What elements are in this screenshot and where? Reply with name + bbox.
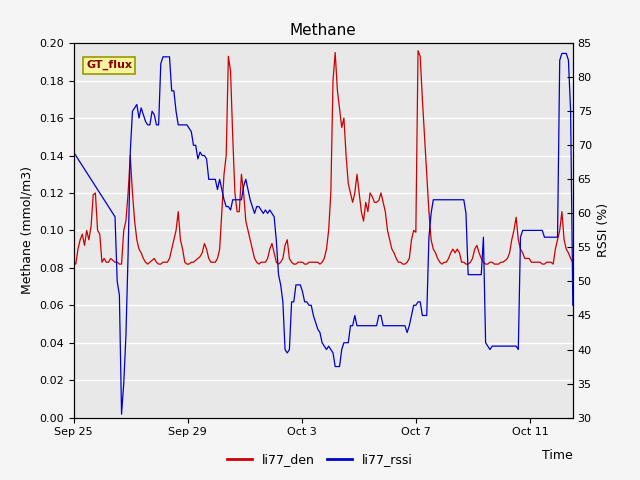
Text: GT_flux: GT_flux bbox=[86, 60, 132, 70]
Y-axis label: Methane (mmol/m3): Methane (mmol/m3) bbox=[20, 167, 33, 294]
Legend: li77_den, li77_rssi: li77_den, li77_rssi bbox=[222, 448, 418, 471]
Title: Methane: Methane bbox=[290, 23, 356, 38]
Y-axis label: RSSI (%): RSSI (%) bbox=[597, 204, 611, 257]
Text: Time: Time bbox=[542, 449, 573, 462]
